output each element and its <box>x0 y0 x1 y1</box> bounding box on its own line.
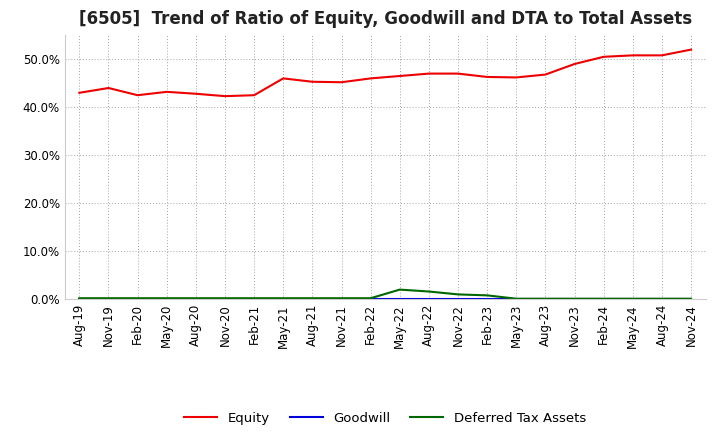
Goodwill <box>541 296 550 301</box>
Deferred Tax Assets <box>308 296 317 301</box>
Equity <box>337 80 346 85</box>
Equity <box>454 71 462 76</box>
Deferred Tax Assets <box>454 292 462 297</box>
Goodwill <box>570 296 579 301</box>
Equity <box>599 54 608 59</box>
Equity <box>570 61 579 66</box>
Deferred Tax Assets <box>483 293 492 298</box>
Equity <box>395 73 404 79</box>
Deferred Tax Assets <box>192 296 200 301</box>
Equity <box>163 89 171 95</box>
Goodwill <box>366 296 375 301</box>
Goodwill <box>192 296 200 301</box>
Equity <box>220 94 229 99</box>
Equity <box>366 76 375 81</box>
Goodwill <box>483 296 492 301</box>
Equity <box>425 71 433 76</box>
Goodwill <box>104 296 113 301</box>
Deferred Tax Assets <box>512 296 521 301</box>
Goodwill <box>308 296 317 301</box>
Deferred Tax Assets <box>75 296 84 301</box>
Goodwill <box>395 296 404 301</box>
Goodwill <box>657 296 666 301</box>
Goodwill <box>250 296 258 301</box>
Deferred Tax Assets <box>687 296 696 301</box>
Equity <box>308 79 317 84</box>
Deferred Tax Assets <box>425 289 433 294</box>
Deferred Tax Assets <box>279 296 287 301</box>
Equity <box>104 85 113 91</box>
Deferred Tax Assets <box>599 296 608 301</box>
Deferred Tax Assets <box>220 296 229 301</box>
Equity <box>629 53 637 58</box>
Goodwill <box>163 296 171 301</box>
Equity <box>541 72 550 77</box>
Goodwill <box>687 296 696 301</box>
Line: Deferred Tax Assets: Deferred Tax Assets <box>79 290 691 299</box>
Equity <box>192 91 200 96</box>
Deferred Tax Assets <box>250 296 258 301</box>
Goodwill <box>629 296 637 301</box>
Goodwill <box>337 296 346 301</box>
Equity <box>133 92 142 98</box>
Deferred Tax Assets <box>133 296 142 301</box>
Deferred Tax Assets <box>337 296 346 301</box>
Goodwill <box>454 296 462 301</box>
Deferred Tax Assets <box>104 296 113 301</box>
Deferred Tax Assets <box>657 296 666 301</box>
Goodwill <box>512 296 521 301</box>
Line: Equity: Equity <box>79 50 691 96</box>
Equity <box>512 75 521 80</box>
Title: [6505]  Trend of Ratio of Equity, Goodwill and DTA to Total Assets: [6505] Trend of Ratio of Equity, Goodwil… <box>78 10 692 28</box>
Equity <box>687 47 696 52</box>
Goodwill <box>599 296 608 301</box>
Equity <box>250 92 258 98</box>
Equity <box>75 90 84 95</box>
Deferred Tax Assets <box>541 296 550 301</box>
Goodwill <box>425 296 433 301</box>
Deferred Tax Assets <box>395 287 404 292</box>
Goodwill <box>220 296 229 301</box>
Deferred Tax Assets <box>163 296 171 301</box>
Legend: Equity, Goodwill, Deferred Tax Assets: Equity, Goodwill, Deferred Tax Assets <box>179 406 591 430</box>
Deferred Tax Assets <box>570 296 579 301</box>
Goodwill <box>133 296 142 301</box>
Deferred Tax Assets <box>629 296 637 301</box>
Equity <box>279 76 287 81</box>
Deferred Tax Assets <box>366 296 375 301</box>
Equity <box>483 74 492 80</box>
Goodwill <box>75 296 84 301</box>
Goodwill <box>279 296 287 301</box>
Equity <box>657 53 666 58</box>
